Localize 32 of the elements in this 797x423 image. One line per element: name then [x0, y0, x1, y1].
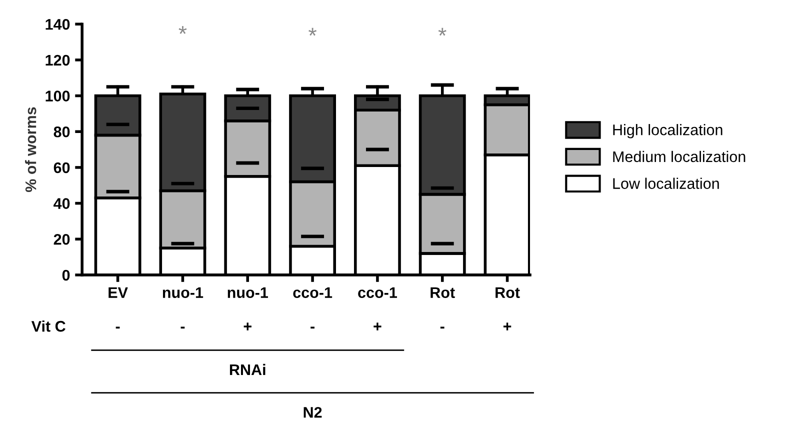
- text: RNAi: [230, 364, 266, 375]
- x-tick-label: cco-1: [358, 287, 397, 298]
- data-label: *: [438, 28, 446, 36]
- legend-label: Low localization: [613, 178, 719, 189]
- y-tick-label: 0: [62, 270, 70, 281]
- text: +: [244, 322, 252, 330]
- x-tick-label: Rot: [496, 287, 520, 298]
- text: N2: [304, 406, 322, 418]
- text: +: [503, 322, 512, 330]
- y-tick-label: 40: [54, 198, 70, 209]
- x-tick-label: EV: [108, 287, 128, 298]
- y-tick-label: 100: [46, 90, 70, 102]
- x-tick-label: nuo-1: [162, 287, 204, 298]
- y-tick-label: 80: [54, 126, 70, 138]
- text: -: [116, 326, 120, 329]
- data-label: *: [178, 26, 187, 34]
- legend-label: High localization: [613, 124, 722, 138]
- x-tick-label: Rot: [430, 287, 455, 298]
- x-tick-label: cco-1: [293, 287, 332, 298]
- text: +: [374, 322, 382, 330]
- x-tick-label: nuo-1: [228, 287, 268, 298]
- text: -: [310, 326, 314, 329]
- y-tick-label: 20: [54, 234, 70, 245]
- legend-label: Medium localization: [613, 150, 746, 162]
- text: -: [180, 326, 185, 329]
- y-axis-title: % of worms: [25, 107, 36, 192]
- text: -: [440, 326, 444, 329]
- data-label: *: [308, 28, 317, 36]
- text: Vit C: [31, 320, 66, 332]
- y-tick-label: 120: [46, 54, 70, 66]
- y-tick-label: 140: [46, 18, 70, 30]
- y-tick-label: 60: [54, 162, 70, 174]
